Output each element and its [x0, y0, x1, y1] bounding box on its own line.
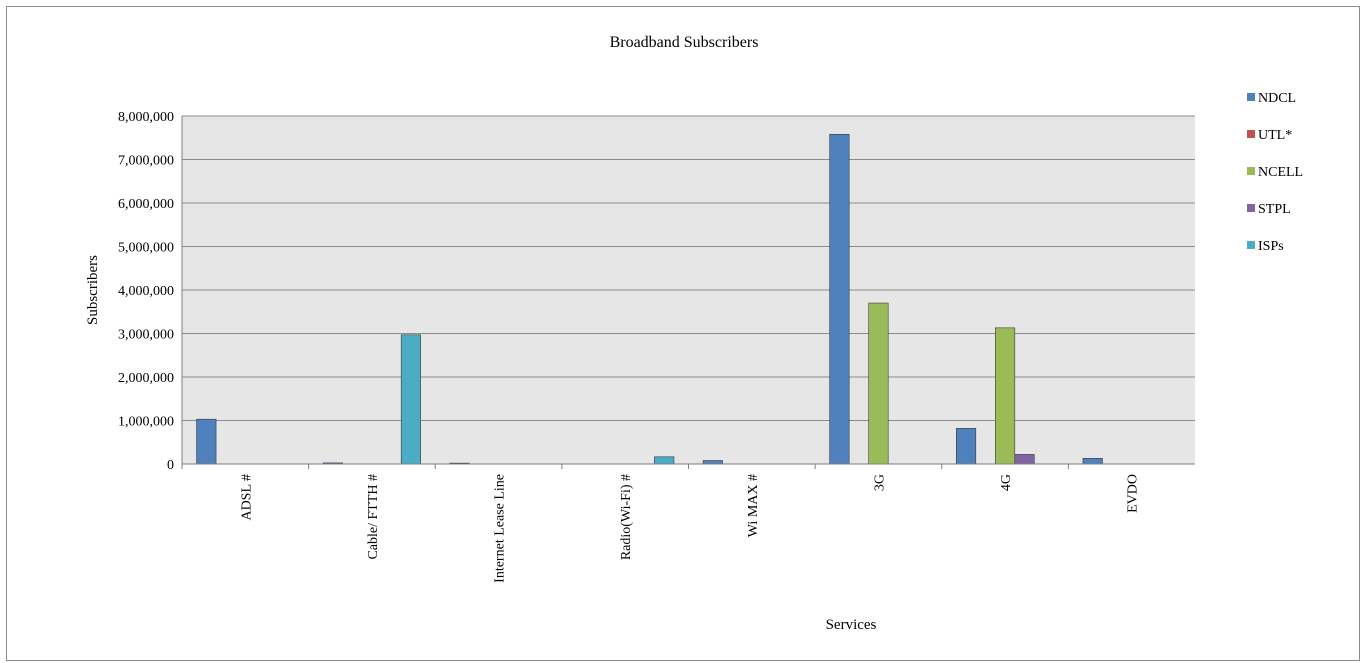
legend-swatch [1247, 130, 1255, 138]
bar-stpl [1014, 454, 1035, 465]
chart-frame: 0 1,000,000 2,000,000 3,000,000 4,000,000 5,0… [6, 6, 1360, 661]
y-tick-label: 5,000,000 [118, 241, 174, 256]
legend-label: STPL [1258, 202, 1291, 217]
axes [181, 116, 1195, 469]
x-tick-label: Cable/ FTTH # [366, 474, 381, 560]
legend-swatch [1247, 241, 1255, 249]
legend-label: UTL* [1258, 128, 1292, 143]
y-tick-label: 8,000,000 [118, 110, 174, 125]
y-tick-label: 7,000,000 [118, 154, 174, 169]
bar-chart: 0 1,000,000 2,000,000 3,000,000 4,000,000 5,0… [85, 34, 1303, 633]
bar-ndcl [196, 418, 217, 465]
y-tick-label: 1,000,000 [118, 415, 174, 430]
y-tick-label: 3,000,000 [118, 328, 174, 343]
y-tick-label: 0 [167, 458, 174, 473]
legend-swatch [1247, 204, 1255, 212]
y-tick-label: 6,000,000 [118, 197, 174, 212]
x-axis-label: Services [826, 617, 877, 633]
x-tick-label: 3G [872, 474, 887, 491]
x-tick-label: EVDO [1126, 474, 1141, 513]
x-tick-label: Radio(Wi-Fi) # [619, 474, 634, 560]
x-tick-label: Wi MAX # [746, 474, 761, 537]
legend-swatch [1247, 167, 1255, 175]
x-tick-label: Internet Lease Line [493, 474, 508, 583]
bar-ndcl [702, 460, 723, 465]
bar-isps [400, 334, 421, 465]
x-tick-labels: ADSL # Cable/ FTTH # Internet Lease Line Ra… [239, 474, 1140, 583]
bar-ncell [995, 327, 1016, 465]
legend-label: ISPs [1258, 239, 1284, 254]
legend-swatch [1247, 93, 1255, 101]
legend-label: NCELL [1258, 165, 1303, 180]
chart-title: Broadband Subscribers [610, 34, 759, 51]
y-axis-label: Subscribers [85, 255, 101, 325]
bar-ndcl [829, 133, 850, 465]
legend-label: NDCL [1258, 91, 1296, 106]
legend: NDCL UTL* NCELL STPL ISPs [1247, 91, 1303, 254]
y-tick-label: 4,000,000 [118, 284, 174, 299]
bar-ndcl [956, 428, 977, 465]
y-tick-labels: 0 1,000,000 2,000,000 3,000,000 4,000,000 5,0… [118, 110, 174, 473]
bar-isps [654, 456, 675, 465]
x-tick-label: 4G [999, 474, 1014, 491]
x-tick-label: ADSL # [239, 474, 254, 521]
y-tick-label: 2,000,000 [118, 371, 174, 386]
bar-ndcl [1082, 458, 1103, 465]
bar-ncell [868, 302, 889, 465]
